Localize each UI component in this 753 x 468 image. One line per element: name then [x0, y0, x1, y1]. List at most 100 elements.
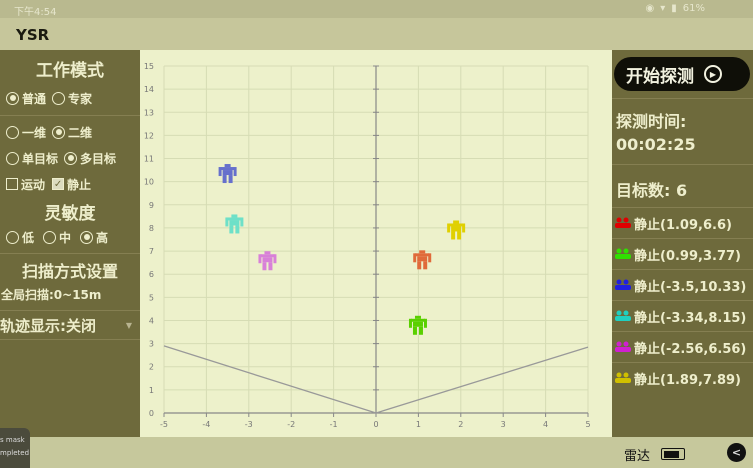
y-tick-label: 5 [149, 293, 154, 302]
x-tick-label: 1 [416, 420, 421, 429]
radio-label: 高 [96, 230, 109, 245]
radio-label: 普通 [22, 91, 47, 106]
x-tick-label: -5 [160, 420, 168, 429]
checkbox-static[interactable]: ✓ [52, 178, 65, 190]
people-icon [615, 279, 631, 290]
back-button[interactable]: < [727, 443, 746, 462]
radio-low[interactable] [6, 230, 19, 244]
y-tick-label: 14 [144, 85, 154, 94]
radio-2d[interactable] [52, 125, 66, 139]
person-marker [218, 164, 237, 184]
x-tick-label: -3 [245, 420, 253, 429]
y-tick-label: 9 [149, 201, 154, 210]
x-tick-label: 3 [501, 420, 506, 429]
trace-display-value: 轨迹显示:关闭 [0, 316, 96, 335]
y-tick-label: 15 [144, 62, 154, 71]
app-bar: YSR [0, 18, 753, 50]
y-tick-label: 1 [149, 386, 154, 395]
bottom-bar: 雷达 < [0, 437, 753, 468]
y-tick-label: 13 [144, 108, 154, 117]
radio-label: 单目标 [22, 151, 59, 166]
battery-icon [661, 448, 685, 460]
radio-label: 多目标 [80, 151, 117, 166]
app-title: YSR [16, 26, 50, 44]
y-tick-label: 12 [144, 131, 154, 140]
person-marker [413, 250, 432, 270]
scan-mode-value: 全局扫描:0~15m [1, 288, 102, 302]
radio-label: 一维 [22, 125, 47, 140]
y-tick-label: 11 [144, 155, 154, 164]
radio-multi-target[interactable] [64, 151, 78, 165]
wifi-icon: ▾ [660, 3, 666, 14]
target-text: 静止(0.99,3.77) [634, 248, 741, 264]
radar-label: 雷达 [624, 449, 651, 464]
radio-label: 二维 [68, 125, 93, 140]
radio-single-target[interactable] [6, 151, 19, 165]
target-item: 静止(-2.56,6.56) [612, 331, 753, 362]
status-bar: 下午4:54 ◉ ▾ ▮ 61% [0, 0, 753, 18]
fov-boundary-line [375, 346, 589, 414]
detection-time-value: 00:02:25 [616, 135, 696, 154]
x-tick-label: 4 [543, 420, 548, 429]
person-marker [408, 315, 427, 335]
checkbox-label: 静止 [67, 177, 92, 192]
battery-percent: 61% [682, 3, 705, 14]
people-icon [615, 217, 631, 228]
y-tick-label: 6 [149, 270, 154, 279]
people-icon [615, 310, 631, 321]
target-item: 静止(1.09,6.6) [612, 207, 753, 238]
radar-plot: -5 -4 -3 -2 -1 0 1 2 3 4 5 0 1 2 3 4 5 6 7 8 9 10 11 12 13 14 15 [140, 50, 612, 437]
target-item: 静止(-3.5,10.33) [612, 269, 753, 300]
trace-display-dropdown[interactable]: 轨迹显示:关闭 ▼ [0, 311, 140, 339]
y-tick-label: 2 [149, 363, 154, 372]
radio-normal[interactable] [6, 91, 19, 105]
play-icon: ▶ [704, 65, 722, 83]
x-tick-label: -2 [287, 420, 295, 429]
x-tick-label: -1 [330, 420, 338, 429]
fov-boundary-line [163, 345, 377, 414]
people-icon [615, 248, 631, 259]
toast-notification: s mask mpleted [0, 428, 30, 468]
status-time: 下午4:54 [14, 7, 57, 18]
y-tick-label: 7 [149, 247, 154, 256]
radio-label: 中 [59, 230, 72, 245]
sensitivity-heading: 灵敏度 [44, 204, 96, 224]
toast-text: mpleted [0, 449, 30, 457]
x-tick-label: 0 [373, 420, 378, 429]
radio-medium[interactable] [43, 230, 57, 244]
target-text: 静止(1.89,7.89) [634, 372, 741, 388]
x-tick-label: 2 [458, 420, 463, 429]
people-icon [615, 372, 631, 383]
radio-label: 低 [22, 230, 35, 245]
scan-heading: 扫描方式设置 [21, 262, 118, 281]
eye-icon: ◉ [645, 3, 655, 14]
x-tick-label: 5 [585, 420, 590, 429]
start-detection-button[interactable]: 开始探测 ▶ [614, 57, 750, 91]
y-tick-label: 3 [149, 340, 154, 349]
radio-1d[interactable] [6, 125, 19, 139]
settings-panel: 工作模式 普通 专家 一维 二维 单目标 多目标 运动 ✓ 静止 灵敏度 低 中 … [0, 50, 140, 437]
target-item: 静止(0.99,3.77) [612, 238, 753, 269]
battery-icon: ▮ [671, 3, 677, 14]
target-text: 静止(-3.5,10.33) [634, 279, 747, 295]
start-detection-label: 开始探测 [626, 66, 694, 87]
person-marker [447, 220, 466, 240]
checkbox-label: 运动 [21, 177, 46, 192]
people-icon [615, 341, 631, 352]
target-item: 静止(-3.34,8.15) [612, 300, 753, 331]
dropdown-arrow-icon: ▼ [125, 320, 132, 330]
radio-expert[interactable] [52, 91, 66, 105]
detection-panel: 开始探测 ▶ 探测时间: 00:02:25 目标数: 6 静止(1.09,6.6… [612, 50, 753, 437]
y-tick-label: 10 [144, 178, 154, 187]
y-tick-label: 4 [149, 316, 154, 325]
target-text: 静止(-3.34,8.15) [634, 310, 747, 326]
toast-text: s mask [0, 436, 25, 444]
detection-time-label: 探测时间: [616, 112, 687, 131]
radio-label: 专家 [68, 91, 93, 106]
target-item: 静止(1.89,7.89) [612, 362, 753, 393]
radio-high[interactable] [80, 230, 94, 244]
checkbox-motion[interactable] [6, 178, 18, 190]
y-tick-label: 0 [149, 409, 154, 418]
target-count: 目标数: 6 [616, 181, 688, 200]
